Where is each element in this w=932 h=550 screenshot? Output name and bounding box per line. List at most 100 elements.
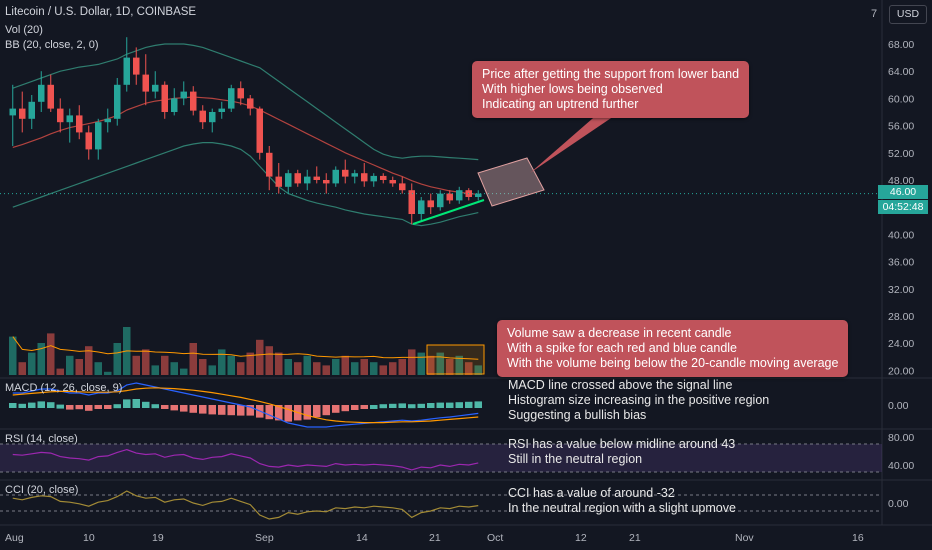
macd-histogram-bar (265, 405, 273, 420)
candle-body (361, 173, 368, 182)
volume-bar (303, 355, 311, 375)
volume-bar (246, 352, 254, 375)
support-trendline (412, 199, 485, 225)
legend-vol[interactable]: Vol (20) (5, 24, 43, 36)
volume-bar (85, 346, 93, 375)
candle-body (85, 132, 92, 150)
rsi-band (0, 444, 882, 472)
cci-note-line: In the neutral region with a slight upmo… (508, 501, 736, 515)
volume-bar (294, 362, 302, 375)
volume-bar (94, 362, 102, 375)
macd-histogram-bar (436, 402, 444, 408)
macd-histogram-bar (75, 405, 83, 410)
symbol-title: Litecoin / U.S. Dollar, 1D, COINBASE (5, 6, 197, 18)
volume-bar (47, 333, 55, 375)
rsi-note-line: RSI has a value below midline around 43 (508, 437, 736, 451)
volume-bar (132, 355, 140, 375)
price-tick-label: 24.00 (888, 338, 914, 350)
price-annotation-line: Price after getting the support from low… (482, 67, 740, 81)
volume-bar (142, 349, 150, 375)
macd-histogram-bar (303, 405, 311, 420)
price-annotation-line: With higher lows being observed (482, 82, 663, 96)
candle-body (152, 84, 159, 92)
macd-histogram-bar (104, 405, 112, 409)
candle-body (294, 173, 301, 184)
bb-upper-band (12, 43, 479, 161)
price-tick-label: 20.00 (888, 365, 914, 377)
volume-bar (104, 371, 112, 375)
volume-bar (408, 349, 416, 375)
candle-body (313, 176, 320, 180)
volume-bar (265, 346, 273, 375)
macd-histogram-bar (199, 405, 207, 414)
time-tick-label: 19 (152, 532, 164, 544)
candle-body (304, 176, 311, 184)
volume-bar (455, 355, 463, 375)
macd-histogram-bar (66, 405, 74, 410)
scale-mark: 7 (871, 8, 878, 20)
currency-button[interactable]: USD (889, 5, 927, 24)
volume-bar (151, 365, 159, 375)
price-tick-label: 64.00 (888, 66, 914, 78)
volume-bar (398, 359, 406, 375)
countdown-tag: 04:52:48 (878, 200, 928, 214)
legend-bb[interactable]: BB (20, close, 2, 0) (5, 39, 99, 51)
candle-body (351, 173, 358, 177)
macd-tick-label: 0.00 (888, 400, 909, 412)
candle-body (285, 173, 292, 187)
macd-histogram-bar (398, 403, 406, 408)
volume-bar (161, 355, 169, 375)
volume-bar (56, 368, 64, 375)
price-tick-label: 60.00 (888, 93, 914, 105)
price-tick-label: 68.00 (888, 39, 914, 51)
volume-bar (427, 355, 435, 375)
macd-note-line: Histogram size increasing in the positiv… (508, 393, 770, 407)
macd-histogram-bar (151, 404, 159, 409)
macd-histogram-bar (237, 405, 245, 416)
candle-body (408, 190, 415, 214)
volume-bar (389, 362, 397, 375)
candle-body (57, 108, 64, 123)
volume-annotation[interactable]: Volume saw a decrease in recent candle W… (497, 320, 849, 377)
candle-body (218, 108, 225, 112)
macd-histogram-bar (18, 403, 26, 408)
volume-bar (199, 359, 207, 375)
candle-body (399, 183, 406, 191)
bb-basis-line (12, 96, 479, 195)
macd-histogram-bar (246, 405, 254, 416)
candle-body (456, 190, 463, 201)
macd-histogram-bar (332, 405, 340, 413)
candle-body (323, 180, 330, 184)
macd-histogram-bar (85, 405, 93, 411)
macd-histogram-bar (189, 405, 197, 413)
cci-note: CCI has a value of around -32 In the neu… (508, 486, 736, 516)
candle-body (47, 84, 54, 109)
volume-bar (341, 355, 349, 375)
candle-body (389, 180, 396, 184)
legend-cci[interactable]: CCI (20, close) (5, 484, 79, 496)
price-annotation[interactable]: Price after getting the support from low… (472, 61, 750, 118)
price-annotation-line: Indicating an uptrend further (482, 97, 639, 111)
macd-histogram-bar (47, 402, 55, 408)
macd-histogram-bar (113, 404, 121, 409)
volume-bar (370, 362, 378, 375)
candle-body (161, 84, 168, 112)
last-price-tag: 46.00 (878, 185, 928, 199)
macd-histogram-bar (474, 401, 482, 408)
legend-macd[interactable]: MACD (12, 26, close, 9) (5, 382, 123, 394)
volume-bar (474, 365, 482, 375)
candle-body (104, 118, 111, 123)
time-tick-label: 16 (852, 532, 864, 544)
time-tick-label: 21 (429, 532, 441, 544)
volume-bar (465, 362, 473, 375)
macd-histogram-bar (341, 405, 349, 412)
macd-histogram-bar (379, 404, 387, 409)
price-tick-label: 28.00 (888, 311, 914, 323)
rsi-note-line: Still in the neutral region (508, 452, 643, 466)
macd-histogram-bar (389, 403, 397, 408)
candle-body (133, 57, 140, 75)
candle-body (19, 108, 26, 119)
legend-rsi[interactable]: RSI (14, close) (5, 433, 78, 445)
